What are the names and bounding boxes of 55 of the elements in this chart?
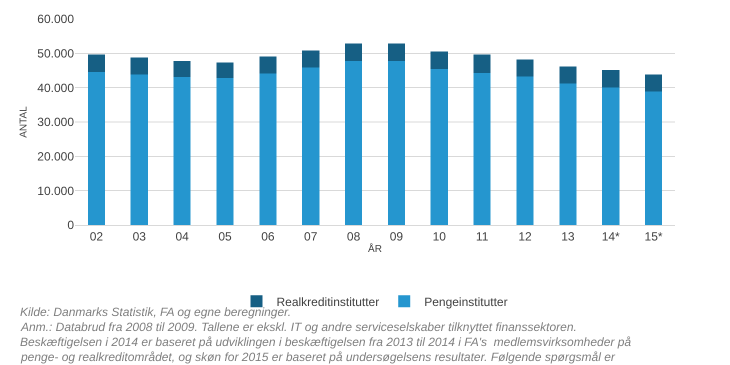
x-tick-label: 10 <box>432 229 446 244</box>
x-tick-label: 03 <box>132 229 146 244</box>
bar <box>516 60 534 77</box>
y-tick-label: 0 <box>67 218 74 232</box>
bar <box>130 74 148 225</box>
x-tick-label: 02 <box>90 229 104 244</box>
text: Beskæftigelsen i 2014 er baseret på udviklingen i beskæftigelsen fra 2013 til 2014 i FA's medlemsvirksomheder på <box>20 335 632 349</box>
bar <box>88 72 105 225</box>
text: penge- og realkreditområdet, og skøn for 2015 er baseret på undersøgelsens resultater. Følgende spørgsmål er <box>20 350 616 364</box>
y-tick-label: 50.000 <box>37 46 74 61</box>
x-tick-label: 04 <box>175 229 190 244</box>
x-tick-label: 11 <box>476 229 489 244</box>
x-axis-title: ÅR <box>368 242 382 255</box>
bar <box>216 78 234 225</box>
bar <box>388 60 405 225</box>
bar <box>259 56 276 74</box>
x-tick-label: 08 <box>346 229 361 244</box>
bar <box>430 52 448 69</box>
x-tick-label: 12 <box>518 229 532 244</box>
bar <box>302 50 320 68</box>
bar <box>388 44 405 61</box>
y-tick-label: 60.000 <box>37 12 74 26</box>
bar <box>345 44 362 61</box>
bar <box>345 60 362 225</box>
x-tick-label: 13 <box>561 229 575 244</box>
bar <box>645 91 662 225</box>
text: Anm.: Databrud fra 2008 til 2009. Tallene er ekskl. IT og andre serviceselskaber tilknyttet finanssektoren. <box>20 320 577 334</box>
x-tick-label: 15* <box>644 229 663 244</box>
bar <box>602 70 620 88</box>
x-tick-label: 06 <box>261 229 275 244</box>
bar <box>430 68 448 225</box>
bar <box>216 62 234 78</box>
x-tick-label: 14* <box>602 229 620 244</box>
bar <box>474 54 491 73</box>
bar <box>88 54 105 72</box>
bar <box>474 72 491 225</box>
bar <box>645 74 662 92</box>
bar <box>130 57 148 74</box>
y-tick-label: 30.000 <box>37 115 74 130</box>
y-tick-label: 20.000 <box>37 150 74 164</box>
bar <box>174 60 191 78</box>
y-tick-label: 10.000 <box>37 184 74 198</box>
x-tick-label: 07 <box>304 229 318 244</box>
x-tick-label: 05 <box>218 229 232 244</box>
y-axis-title: ANTAL <box>18 106 30 138</box>
bar <box>559 66 576 84</box>
bar <box>516 76 534 225</box>
bar <box>602 87 620 225</box>
y-tick-label: 40.000 <box>37 80 74 95</box>
x-tick-label: 09 <box>390 229 404 244</box>
legend-label: Pengeinstitutter <box>424 294 508 309</box>
bar <box>559 84 576 225</box>
bar <box>174 77 191 225</box>
bar <box>302 67 320 225</box>
bar <box>259 73 276 225</box>
